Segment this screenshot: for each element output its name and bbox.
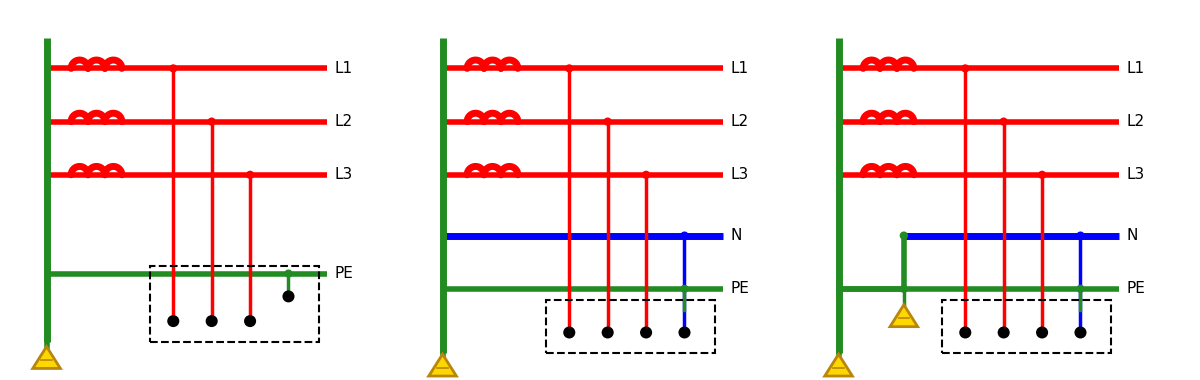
- Text: L1: L1: [335, 61, 353, 76]
- Text: L2: L2: [335, 114, 353, 129]
- Circle shape: [998, 328, 1009, 337]
- Circle shape: [1078, 232, 1084, 239]
- Circle shape: [283, 291, 294, 301]
- Circle shape: [206, 316, 217, 326]
- Circle shape: [605, 118, 611, 125]
- Circle shape: [641, 328, 652, 337]
- Circle shape: [602, 328, 613, 337]
- Text: L3: L3: [1127, 167, 1145, 182]
- Text: PE: PE: [1127, 281, 1146, 296]
- Text: PE: PE: [335, 266, 354, 281]
- Text: N: N: [731, 228, 742, 243]
- Circle shape: [1039, 171, 1045, 178]
- Circle shape: [168, 316, 179, 326]
- Circle shape: [566, 65, 572, 72]
- Circle shape: [900, 285, 907, 292]
- Bar: [150, 266, 319, 342]
- Polygon shape: [32, 347, 60, 369]
- Circle shape: [170, 65, 176, 72]
- Circle shape: [682, 232, 688, 239]
- Circle shape: [1037, 328, 1048, 337]
- Circle shape: [564, 328, 575, 337]
- Polygon shape: [890, 305, 918, 327]
- Text: N: N: [1127, 228, 1138, 243]
- Text: L3: L3: [731, 167, 749, 182]
- Text: L1: L1: [731, 61, 749, 76]
- Circle shape: [679, 328, 690, 337]
- Circle shape: [209, 118, 215, 125]
- Circle shape: [247, 171, 253, 178]
- Text: L3: L3: [335, 167, 353, 182]
- Polygon shape: [428, 354, 456, 376]
- Bar: [942, 300, 1111, 353]
- Text: PE: PE: [731, 281, 750, 296]
- Circle shape: [286, 270, 292, 277]
- Text: L1: L1: [1127, 61, 1145, 76]
- Circle shape: [245, 316, 256, 326]
- Circle shape: [960, 328, 971, 337]
- Polygon shape: [824, 354, 852, 376]
- Text: L2: L2: [1127, 114, 1145, 129]
- Bar: [546, 300, 715, 353]
- Circle shape: [1075, 328, 1086, 337]
- Circle shape: [643, 171, 649, 178]
- Circle shape: [1001, 118, 1007, 125]
- Text: L2: L2: [731, 114, 749, 129]
- Circle shape: [962, 65, 968, 72]
- Circle shape: [900, 232, 907, 239]
- Circle shape: [1078, 285, 1084, 292]
- Circle shape: [682, 285, 688, 292]
